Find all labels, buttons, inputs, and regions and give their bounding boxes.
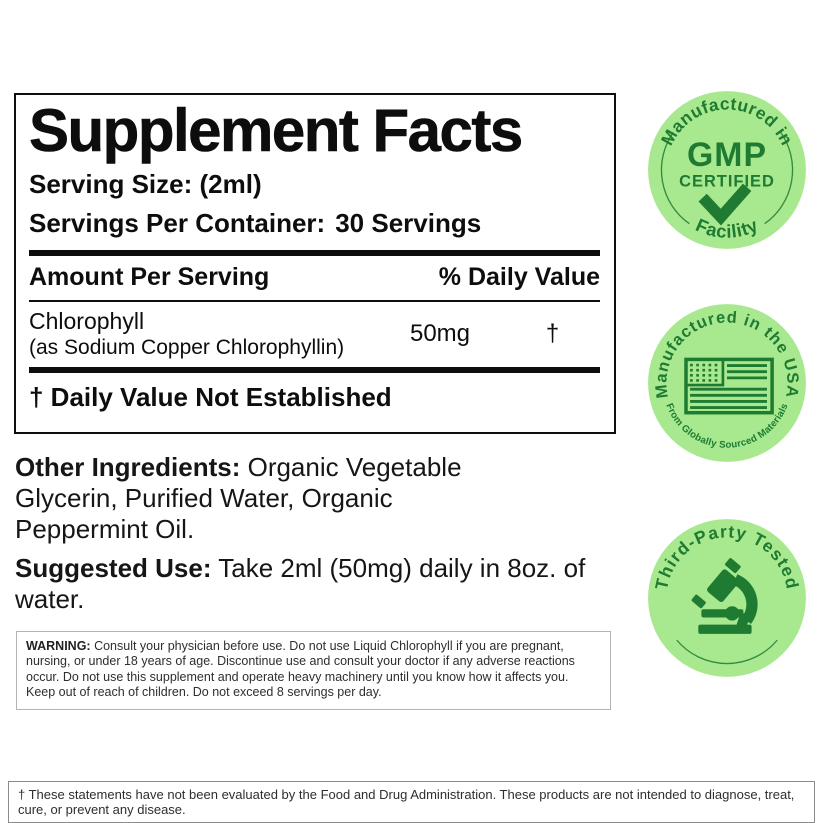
gmp-big-text: GMP — [687, 136, 767, 174]
third-party-tested-badge: Third-Party Tested — [645, 516, 809, 680]
nutrient-amount: 50mg — [409, 320, 471, 348]
percent-daily-value-header: % Daily Value — [438, 263, 600, 291]
badge-ring-arc — [660, 132, 690, 225]
servings-value: 30 Servings — [335, 208, 482, 238]
supplement-facts-panel: Supplement Facts Serving Size: (2ml) Ser… — [14, 93, 616, 434]
third-party-badge-svg: Third-Party Tested — [648, 519, 806, 677]
badge-ring-arc — [676, 639, 778, 665]
serving-size: Serving Size: (2ml) — [29, 169, 262, 199]
thin-rule — [29, 300, 600, 303]
thick-rule — [29, 367, 600, 374]
daily-value-note: † Daily Value Not Established — [29, 382, 392, 413]
microscope-icon — [691, 558, 758, 634]
warning-label: WARNING: — [26, 639, 91, 653]
gmp-certified-badge: Manufactured in GMP CERTIFIED Facility — [645, 88, 809, 252]
facts-header-row: Amount Per Serving % Daily Value — [29, 256, 600, 300]
nutrient-daily-value: † — [545, 320, 560, 348]
warning-box: WARNING: Consult your physician before u… — [16, 631, 611, 710]
nutrient-name: Chlorophyll (as Sodium Copper Chlorophyl… — [29, 308, 375, 360]
gmp-badge-svg: Manufactured in GMP CERTIFIED Facility — [648, 91, 806, 249]
nutrient-name-detail: (as Sodium Copper Chlorophyllin) — [29, 336, 345, 360]
table-row: Chlorophyll (as Sodium Copper Chlorophyl… — [29, 302, 600, 367]
badge-circle — [648, 91, 806, 249]
made-in-usa-badge: Manufactured in the USA — [645, 301, 809, 465]
gmp-certified-text: CERTIFIED — [679, 172, 775, 190]
other-ingredients: Other Ingredients: Organic Vegetable Gly… — [15, 452, 515, 545]
servings-label: Servings Per Container: — [29, 208, 326, 238]
servings-per-container: Servings Per Container: 30 Servings — [29, 207, 600, 239]
suggested-use-label: Suggested Use: — [15, 553, 212, 583]
nutrient-name-main: Chlorophyll — [29, 308, 145, 335]
badge-ring-arc — [764, 132, 794, 225]
thick-rule — [29, 250, 600, 256]
fda-disclaimer-box: † These statements have not been evaluat… — [8, 781, 815, 823]
warning-text: Consult your physician before use. Do no… — [26, 639, 575, 700]
supplement-facts-title: Supplement Facts — [29, 97, 524, 164]
suggested-use: Suggested Use: Take 2ml (50mg) daily in … — [15, 553, 627, 615]
amount-per-serving-header: Amount Per Serving — [29, 263, 270, 291]
badge-circle — [648, 519, 806, 677]
suggested-use-text: Take 2ml (50mg) daily in 8oz. of water. — [15, 553, 586, 614]
badge-circle — [648, 304, 806, 462]
other-ingredients-label: Other Ingredients: — [15, 452, 241, 482]
other-ingredients-text: Organic Vegetable Glycerin, Purified Wat… — [15, 452, 462, 544]
us-flag-icon — [684, 357, 774, 415]
usa-badge-svg: Manufactured in the USA — [648, 304, 806, 462]
checkmark-icon — [698, 183, 752, 226]
fda-disclaimer-text: † These statements have not been evaluat… — [18, 787, 795, 817]
